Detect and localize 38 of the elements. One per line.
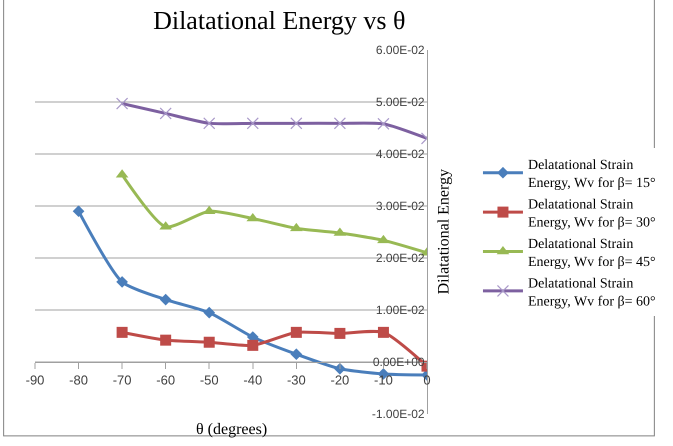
- x-tick-label: -50: [200, 372, 219, 388]
- y-tick-label: 5.00E-02: [376, 95, 425, 110]
- point: [116, 326, 128, 338]
- x-tick-label: -10: [374, 372, 393, 388]
- y-axis-title: Dilatational Energy: [435, 168, 452, 294]
- point: [203, 306, 216, 318]
- point: [72, 205, 84, 218]
- point: [290, 326, 302, 338]
- y-tick-label: 6.00E-02: [376, 43, 425, 58]
- chart-title: Dilatational Energy vs θ: [153, 6, 406, 36]
- y-tick-label: 2.00E-02: [376, 251, 425, 266]
- x-tick-label: -60: [156, 372, 176, 388]
- point: [116, 276, 128, 288]
- point: [204, 336, 215, 348]
- legend-label: Delatational Strain Energy, Wv for β= 60°: [528, 276, 656, 310]
- y-tick-label: 0.00E+00: [372, 355, 425, 370]
- x-tick-label: -30: [286, 372, 306, 388]
- point: [334, 328, 346, 339]
- x-tick-label: -40: [243, 372, 262, 388]
- legend-label: Delatational Strain Energy, Wv for β= 15°: [528, 158, 656, 192]
- x-tick-label: 0: [423, 372, 431, 388]
- point: [290, 348, 302, 360]
- legend-label: Delatational Strain Energy, Wv for β= 45°: [528, 236, 656, 270]
- point: [378, 326, 389, 338]
- point: [334, 362, 346, 375]
- y-tick-label: 4.00E-02: [376, 147, 425, 162]
- y-tick-label: 3.00E-02: [376, 199, 425, 214]
- x-tick-label: -80: [69, 372, 88, 388]
- point: [247, 340, 258, 351]
- x-axis-title: θ (degrees): [196, 421, 268, 438]
- y-tick-label: -1.00E-02: [372, 407, 425, 422]
- point: [160, 334, 172, 346]
- y-tick-label: 1.00E-02: [376, 303, 425, 318]
- x-tick-label: -70: [112, 372, 132, 388]
- point: [160, 294, 172, 306]
- x-tick-label: -20: [330, 372, 350, 388]
- legend-label: Delatational Strain Energy, Wv for β= 30°: [528, 197, 656, 231]
- x-tick-label: -90: [26, 372, 44, 388]
